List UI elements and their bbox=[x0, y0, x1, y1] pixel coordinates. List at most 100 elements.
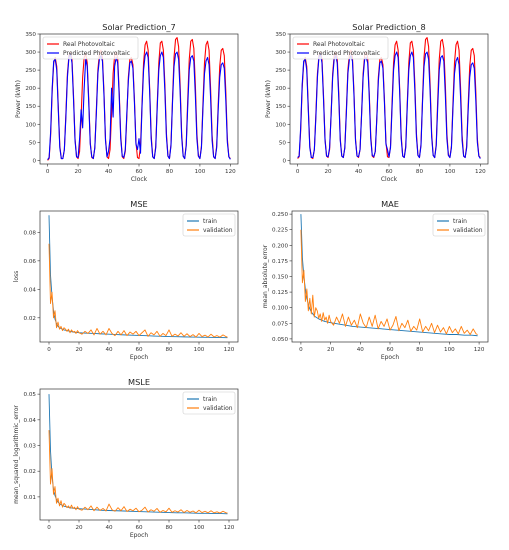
series-line-train bbox=[300, 214, 478, 337]
y-tick-label: 0.03 bbox=[24, 444, 37, 450]
x-tick-label: 0 bbox=[46, 169, 50, 175]
legend-entry: train bbox=[203, 396, 217, 403]
x-axis-label: Epoch bbox=[381, 354, 400, 361]
series-line-train bbox=[48, 394, 228, 515]
plot-frame bbox=[289, 33, 489, 165]
plot-frame bbox=[39, 210, 239, 343]
chart-1: Solar Prediction_7 0 20 40 60 80 100 120 0 50 100 1… bbox=[15, 22, 239, 183]
x-tick-label: 40 bbox=[105, 169, 113, 175]
x-axis-label: Clock bbox=[381, 176, 398, 183]
x-tick-label: 100 bbox=[194, 347, 205, 353]
legend-entry: Predicted Photovoltaic bbox=[63, 50, 130, 57]
x-axis-label: Epoch bbox=[130, 354, 149, 361]
y-tick-label: 0.250 bbox=[272, 212, 288, 218]
chart-title: MSLE bbox=[128, 377, 150, 387]
legend: Real Photovoltaic Predicted Photovoltaic bbox=[42, 36, 139, 60]
x-tick-label: 80 bbox=[416, 169, 424, 175]
y-tick-label: 0.05 bbox=[24, 392, 37, 398]
legend-entry: train bbox=[203, 218, 217, 225]
x-tick-label: 60 bbox=[135, 525, 143, 531]
y-tick-label: 0.200 bbox=[272, 243, 288, 249]
y-tick-label: 0 bbox=[32, 158, 36, 164]
legend-entry: Real Photovoltaic bbox=[313, 41, 365, 48]
x-tick-label: 40 bbox=[105, 525, 113, 531]
x-tick-label: 60 bbox=[386, 347, 394, 353]
x-axis-label: Clock bbox=[131, 176, 148, 183]
x-tick-label: 80 bbox=[166, 169, 174, 175]
x-tick-label: 0 bbox=[47, 525, 51, 531]
legend: Real Photovoltaic Predicted Photovoltaic bbox=[292, 36, 389, 60]
y-axis-label: mean_squared_logarithmic_error bbox=[13, 405, 20, 504]
y-tick-label: 100 bbox=[275, 122, 286, 128]
x-tick-label: 20 bbox=[327, 347, 335, 353]
series-group bbox=[47, 37, 231, 161]
y-tick-label: 0.150 bbox=[272, 275, 288, 281]
y-axis-label: Power (kWh) bbox=[265, 80, 272, 118]
y-tick-label: 300 bbox=[275, 50, 286, 56]
legend: train validation bbox=[182, 213, 236, 237]
x-tick-label: 40 bbox=[357, 347, 365, 353]
x-tick-label: 80 bbox=[165, 347, 173, 353]
y-tick-label: 150 bbox=[25, 104, 36, 110]
x-tick-label: 120 bbox=[474, 347, 485, 353]
y-tick-label: 250 bbox=[25, 68, 36, 74]
x-tick-label: 20 bbox=[75, 347, 83, 353]
y-tick-label: 0.225 bbox=[272, 228, 288, 234]
x-tick-label: 60 bbox=[135, 169, 143, 175]
y-tick-label: 0 bbox=[282, 158, 286, 164]
x-tick-label: 80 bbox=[416, 347, 424, 353]
x-tick-label: 100 bbox=[444, 347, 455, 353]
x-axis-label: Epoch bbox=[130, 532, 149, 539]
x-tick-label: 120 bbox=[225, 169, 236, 175]
series-group bbox=[297, 37, 481, 160]
plot-frame bbox=[291, 210, 489, 343]
series-line-predicted-photovoltaic bbox=[297, 51, 481, 159]
x-tick-label: 100 bbox=[194, 525, 205, 531]
x-tick-label: 0 bbox=[47, 347, 51, 353]
legend-entry: Predicted Photovoltaic bbox=[313, 50, 380, 57]
x-tick-label: 120 bbox=[224, 525, 235, 531]
y-tick-label: 200 bbox=[275, 86, 286, 92]
legend-entry: train bbox=[453, 218, 467, 225]
y-tick-label: 250 bbox=[275, 68, 286, 74]
legend-entry: validation bbox=[453, 227, 483, 234]
y-axis-label: loss bbox=[13, 271, 20, 283]
y-tick-label: 0.06 bbox=[24, 259, 37, 265]
chart-title: MSE bbox=[130, 199, 147, 209]
y-tick-label: 0.02 bbox=[24, 469, 36, 475]
x-tick-label: 60 bbox=[135, 347, 143, 353]
x-tick-label: 40 bbox=[355, 169, 363, 175]
y-tick-label: 50 bbox=[279, 140, 287, 146]
y-tick-label: 150 bbox=[275, 104, 286, 110]
legend-box bbox=[42, 36, 139, 60]
y-tick-label: 300 bbox=[25, 50, 36, 56]
y-axis-label: mean_absolute_error bbox=[262, 244, 269, 308]
legend: train validation bbox=[432, 213, 486, 237]
x-tick-label: 0 bbox=[299, 347, 303, 353]
legend-entry: Real Photovoltaic bbox=[63, 41, 115, 48]
x-tick-label: 120 bbox=[475, 169, 486, 175]
chart-title: MAE bbox=[381, 199, 399, 209]
plot-frame bbox=[39, 33, 239, 165]
y-tick-label: 350 bbox=[25, 32, 36, 38]
y-axis-label: Power (kWh) bbox=[15, 80, 22, 118]
series-line-validation bbox=[300, 229, 478, 335]
x-tick-label: 120 bbox=[224, 347, 235, 353]
chart-4: MAE 0 20 40 60 80 100 120 0.050 0.075 0.100 0.125 0.… bbox=[262, 199, 489, 361]
x-tick-label: 20 bbox=[75, 525, 83, 531]
series-line-predicted-photovoltaic bbox=[47, 51, 231, 160]
x-tick-label: 20 bbox=[75, 169, 83, 175]
y-tick-label: 0.100 bbox=[272, 306, 288, 312]
chart-title: Solar Prediction_8 bbox=[352, 22, 425, 32]
series-group bbox=[300, 214, 478, 337]
x-tick-label: 0 bbox=[296, 169, 300, 175]
x-tick-label: 100 bbox=[195, 169, 206, 175]
x-tick-label: 20 bbox=[325, 169, 333, 175]
x-tick-label: 100 bbox=[445, 169, 456, 175]
series-line-validation bbox=[48, 430, 228, 514]
legend: train validation bbox=[182, 391, 236, 415]
y-tick-label: 200 bbox=[25, 86, 36, 92]
chart-3: MSE 0 20 40 60 80 100 120 0.02 0.04 0.06 0.08 Epoch l… bbox=[13, 199, 239, 361]
y-tick-label: 350 bbox=[275, 32, 286, 38]
y-tick-label: 0.125 bbox=[272, 290, 288, 296]
